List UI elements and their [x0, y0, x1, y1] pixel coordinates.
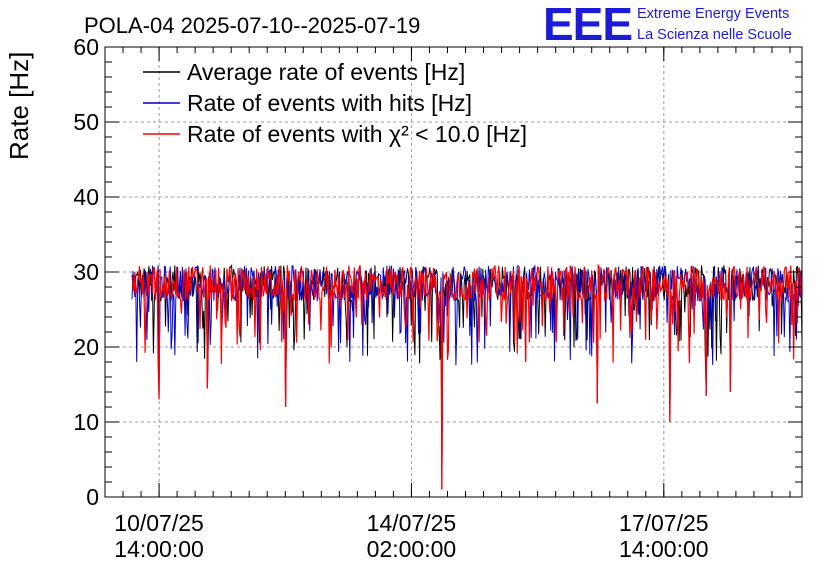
x-tick-label-date: 17/07/25 [619, 510, 709, 536]
legend: Average rate of events [Hz] Rate of event… [143, 59, 527, 147]
logo-line-2: La Scienza nelle Scuole [637, 27, 792, 43]
logo-mark: EEE [543, 0, 632, 50]
x-tick-label-time: 14:00:00 [114, 536, 204, 562]
y-axis-label: Rate [Hz] [4, 52, 34, 160]
eee-logo: EEE Extreme Energy Events La Scienza nel… [543, 0, 792, 50]
legend-entry: Rate of events with χ² < 10.0 [Hz] [187, 121, 527, 147]
x-axis: 10/07/2514:00:0014/07/2502:00:0017/07/25… [114, 47, 791, 562]
x-tick-label-date: 10/07/25 [114, 510, 204, 536]
x-tick-label-time: 14:00:00 [619, 536, 709, 562]
x-tick-label-time: 02:00:00 [367, 536, 457, 562]
y-tick-label: 60 [73, 34, 99, 60]
y-tick-label: 50 [73, 109, 99, 135]
chart-title: POLA-04 2025-07-10--2025-07-19 [84, 13, 420, 38]
y-tick-label: 10 [73, 409, 99, 435]
series-line-3 [131, 263, 803, 490]
legend-entry: Average rate of events [Hz] [187, 59, 465, 85]
y-tick-label: 40 [73, 184, 99, 210]
logo-line-1: Extreme Energy Events [637, 6, 789, 22]
y-tick-label: 20 [73, 334, 99, 360]
series-lines [131, 263, 803, 490]
y-tick-label: 0 [86, 484, 99, 510]
x-tick-label-date: 14/07/25 [367, 510, 457, 536]
y-tick-label: 30 [73, 259, 99, 285]
legend-entry: Rate of events with hits [Hz] [187, 90, 472, 116]
